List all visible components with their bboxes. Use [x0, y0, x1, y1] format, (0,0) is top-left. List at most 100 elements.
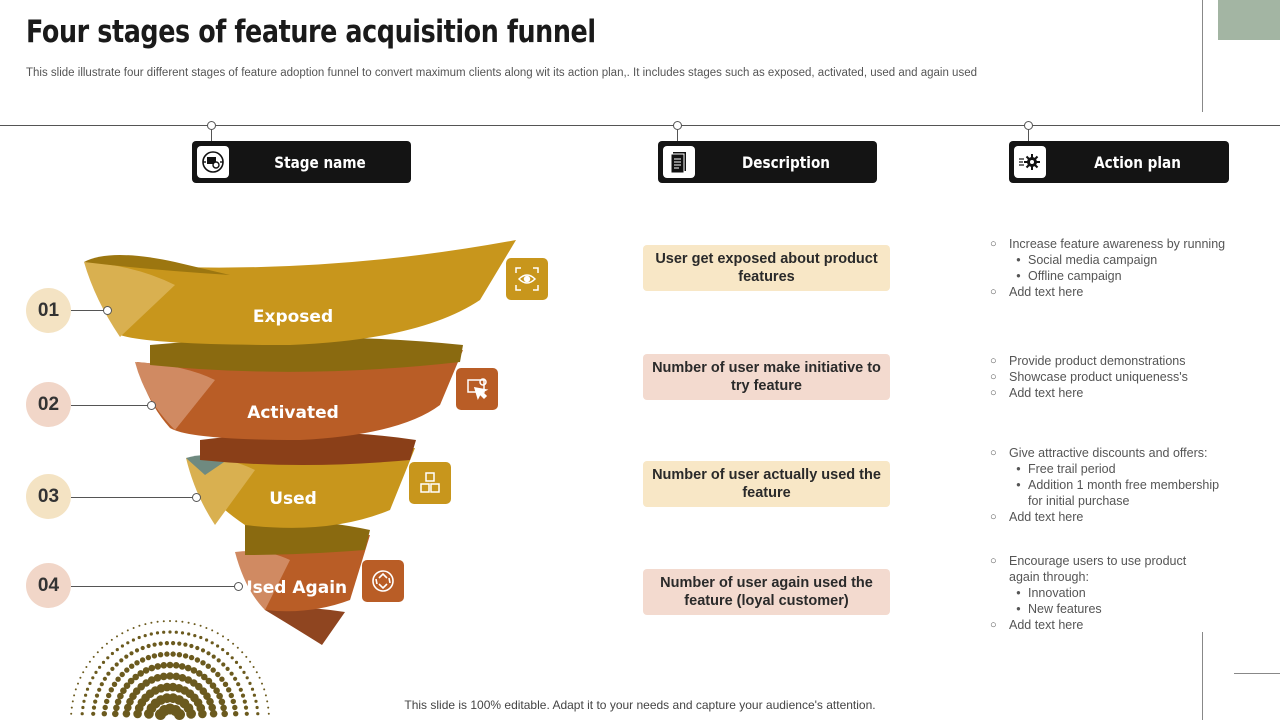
- decor-dot: [199, 635, 203, 640]
- decor-dot: [228, 692, 234, 699]
- decor-dot: [126, 629, 129, 632]
- decor-dot: [122, 709, 131, 718]
- action-item: Add text here: [1009, 285, 1084, 299]
- stage-label: Used: [269, 489, 317, 509]
- decor-dot: [267, 712, 270, 715]
- decor-dot: [205, 677, 213, 685]
- decor-dot: [134, 648, 140, 653]
- decor-dot: [201, 673, 208, 681]
- decor-dot: [229, 671, 234, 676]
- slide-subtitle: This slide illustrate four different sta…: [26, 67, 977, 79]
- action-item: Add text here: [1009, 510, 1084, 524]
- connector-dot: [234, 582, 243, 591]
- decor-line-top: [1202, 0, 1203, 112]
- decor-dot: [174, 630, 178, 634]
- decor-dot: [88, 681, 92, 686]
- decor-dot: [91, 705, 97, 710]
- action-item: Encourage users to use product again thr…: [1009, 554, 1187, 584]
- decor-dot: [211, 629, 214, 632]
- decor-dot: [250, 687, 255, 691]
- decor-dot: [94, 693, 100, 698]
- decor-dot: [233, 676, 238, 681]
- boxes-icon: [409, 462, 451, 504]
- decor-dot: [138, 624, 141, 627]
- decor-dot: [242, 699, 247, 704]
- decor-dot: [106, 671, 111, 676]
- decor-dot: [188, 654, 195, 661]
- connector-dot: [192, 493, 201, 502]
- decor-dot: [193, 634, 197, 638]
- stage-label: Used Again: [239, 578, 347, 598]
- decor-dot: [101, 711, 108, 717]
- decor-dot: [132, 627, 135, 629]
- decor-dot: [195, 645, 200, 651]
- action-plan-list: ○ Encourage users to use product again th…: [990, 553, 1250, 633]
- decor-dot: [189, 643, 194, 649]
- decor-dot: [190, 667, 198, 674]
- decor-dot: [219, 676, 225, 682]
- decor-dot: [220, 704, 227, 712]
- decor-dot: [159, 672, 168, 681]
- action-item: Showcase product uniqueness's: [1009, 370, 1188, 384]
- pin-dot: [207, 121, 216, 130]
- decor-dot: [193, 623, 196, 626]
- action-subitem: Free trail period: [1028, 462, 1116, 476]
- decor-dot: [248, 681, 252, 686]
- decor-dot: [227, 638, 230, 641]
- decor-dot: [232, 642, 235, 645]
- decor-dot: [146, 643, 151, 649]
- pin-stem: [1028, 129, 1029, 141]
- connector-dot: [147, 401, 156, 410]
- action-subitem: New features: [1028, 602, 1102, 616]
- decor-dot: [218, 698, 226, 706]
- decor-dot: [172, 672, 181, 681]
- decor-dot: [149, 632, 153, 636]
- header-label: Stage name: [274, 152, 366, 172]
- decor-dot: [175, 620, 178, 623]
- decor-dot: [97, 687, 102, 692]
- decor-dot: [226, 651, 230, 656]
- decor-dot: [74, 688, 77, 691]
- decor-dot: [225, 666, 230, 672]
- decor-dot: [96, 651, 99, 654]
- recycle-icon: [362, 560, 404, 602]
- decor-dot: [208, 703, 216, 712]
- decor-dot: [102, 676, 107, 681]
- decor-dot: [210, 667, 216, 673]
- decor-dot: [226, 687, 232, 693]
- decor-dot: [143, 634, 147, 638]
- decor-dot: [222, 681, 229, 687]
- decor-dot: [129, 651, 134, 656]
- stage-number: 04: [26, 563, 71, 608]
- decor-dot: [81, 705, 85, 710]
- decor-dot: [129, 663, 135, 669]
- decor-dot: [102, 704, 108, 711]
- decor-dot: [71, 700, 74, 703]
- decor-dot: [199, 624, 202, 627]
- decor-dot: [73, 694, 76, 697]
- decor-dot: [198, 709, 207, 719]
- decor-dot: [187, 621, 190, 624]
- header-label: Action plan: [1094, 152, 1181, 172]
- decor-dot: [238, 687, 243, 692]
- decor-line-corner: [1234, 673, 1280, 674]
- decor-dot: [216, 632, 219, 635]
- decor-dot: [124, 703, 132, 712]
- decor-dot: [144, 623, 147, 626]
- decor-dot: [178, 663, 186, 670]
- decor-dot: [261, 682, 263, 685]
- decor-dot: [121, 632, 124, 635]
- decor-dot: [98, 665, 102, 669]
- decor-dot: [166, 661, 174, 669]
- stage-label: Activated: [247, 403, 339, 423]
- decor-dot: [119, 671, 125, 678]
- decor-dot: [205, 663, 211, 669]
- decor-dot: [266, 700, 269, 703]
- decor-dot: [200, 660, 206, 666]
- decor-dot: [92, 655, 95, 658]
- decor-dot: [101, 646, 104, 649]
- decor-dot: [117, 692, 124, 700]
- decor-dot: [151, 653, 158, 659]
- dotted-decoration: [70, 620, 270, 720]
- stage-number: 03: [26, 474, 71, 519]
